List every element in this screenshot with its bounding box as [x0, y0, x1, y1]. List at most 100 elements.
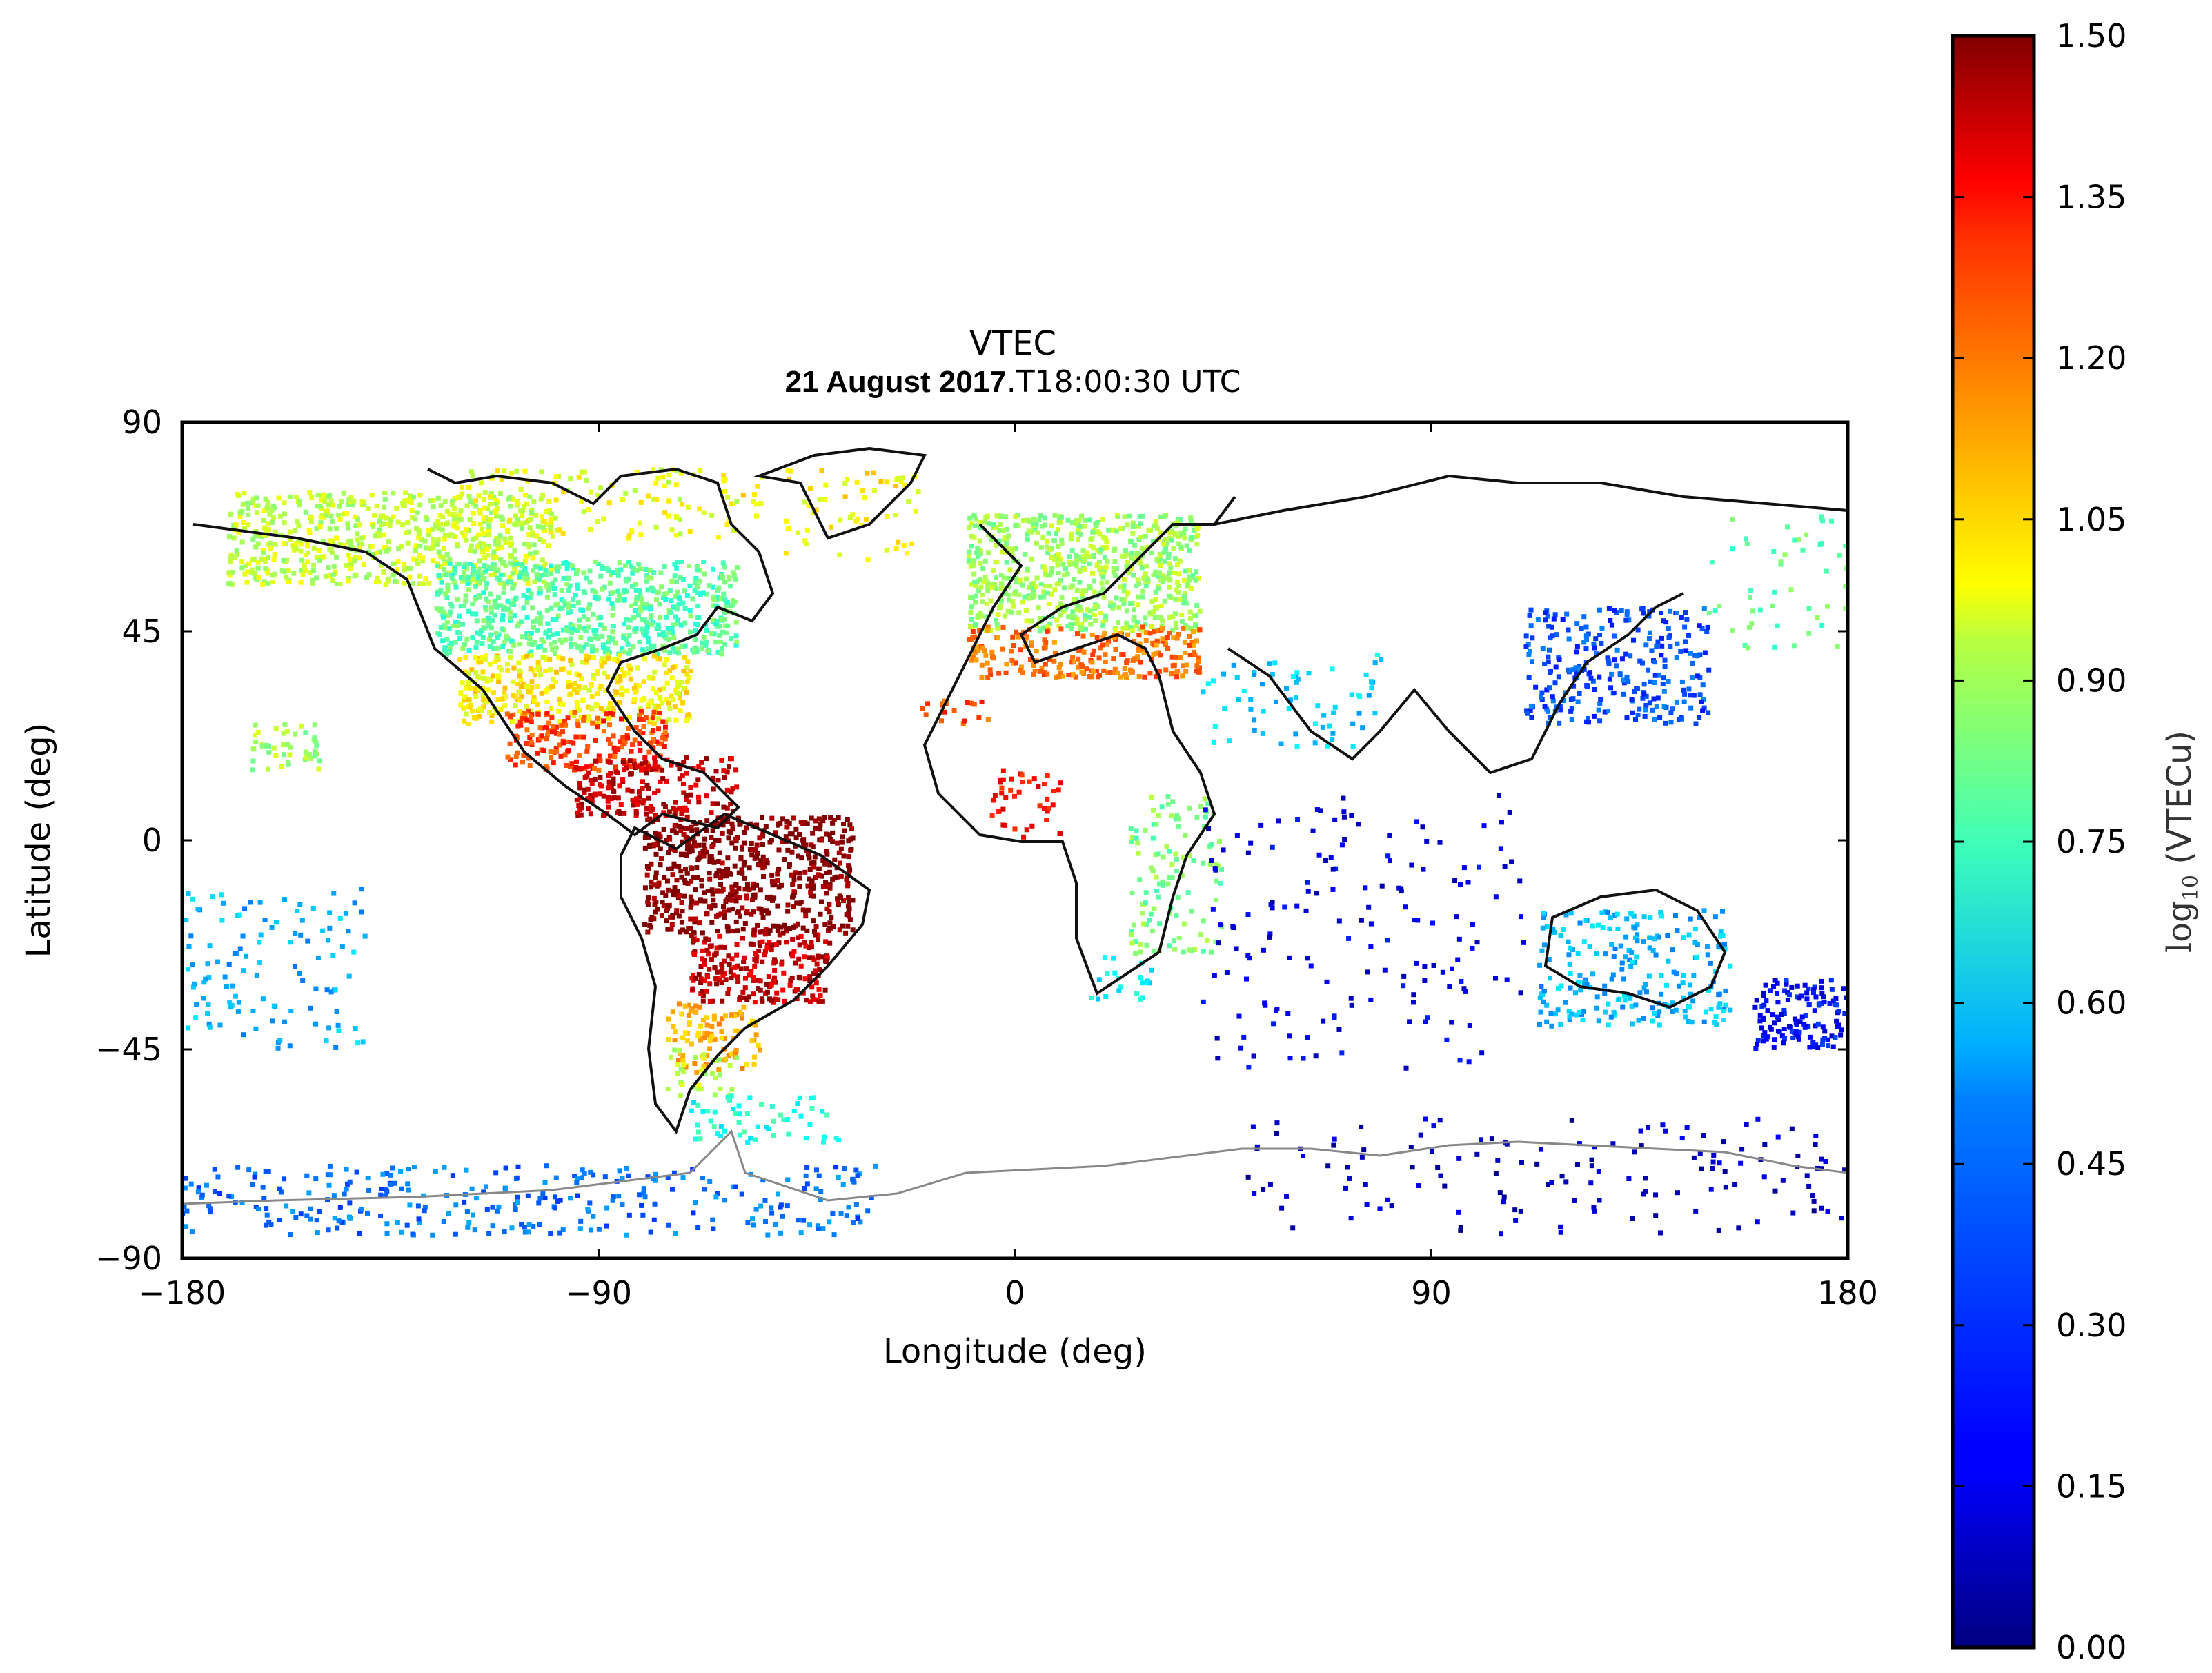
data-point — [290, 1209, 296, 1214]
data-point — [771, 1132, 776, 1138]
data-point — [709, 957, 714, 962]
data-point — [733, 767, 739, 773]
data-point — [695, 622, 700, 628]
data-point — [679, 811, 684, 817]
data-point — [1178, 517, 1183, 522]
data-point — [1197, 627, 1203, 633]
data-point — [508, 504, 513, 509]
data-point — [1194, 624, 1199, 629]
data-point — [636, 562, 642, 567]
data-point — [733, 882, 739, 887]
data-point — [719, 617, 724, 622]
data-point — [731, 892, 737, 898]
data-point — [682, 877, 687, 882]
data-point — [578, 812, 584, 818]
data-point — [447, 561, 453, 566]
data-point — [1089, 536, 1095, 542]
data-point — [846, 838, 851, 844]
data-point — [529, 712, 535, 717]
data-point — [615, 588, 621, 594]
data-point — [729, 756, 734, 762]
data-point — [1087, 608, 1093, 614]
data-point — [820, 954, 826, 960]
data-point — [719, 1035, 724, 1040]
data-point — [740, 936, 745, 941]
data-point — [525, 1193, 531, 1198]
data-point — [388, 1182, 394, 1187]
data-point — [1025, 531, 1030, 537]
data-point — [398, 1229, 404, 1235]
data-point — [326, 1182, 332, 1188]
data-point — [619, 667, 624, 673]
data-point — [1079, 669, 1085, 675]
data-point — [1267, 931, 1273, 937]
data-point — [759, 1102, 764, 1107]
data-point — [600, 566, 606, 571]
data-point — [428, 498, 433, 504]
data-point — [469, 667, 475, 673]
data-point — [1107, 669, 1113, 675]
data-point — [734, 639, 740, 644]
data-point — [742, 976, 748, 981]
data-point — [504, 606, 509, 612]
data-point — [804, 527, 810, 533]
data-point — [624, 733, 630, 738]
data-point — [816, 999, 822, 1004]
data-point — [584, 653, 589, 659]
data-point — [353, 555, 358, 560]
data-point — [571, 623, 576, 628]
data-point — [693, 1200, 698, 1205]
data-point — [1046, 806, 1051, 811]
data-point — [722, 871, 728, 877]
data-point — [789, 849, 795, 855]
data-point — [699, 640, 704, 646]
data-point — [682, 893, 687, 899]
data-point — [504, 527, 510, 533]
data-point — [546, 728, 551, 733]
data-point — [709, 1033, 715, 1039]
data-point — [803, 943, 809, 949]
data-point — [660, 630, 666, 635]
data-point — [266, 1169, 271, 1174]
data-point — [646, 795, 651, 801]
data-point — [1163, 546, 1168, 551]
data-point — [684, 814, 690, 820]
data-point — [1167, 570, 1172, 575]
data-point — [705, 1109, 711, 1114]
data-point — [1301, 1056, 1306, 1061]
data-point — [727, 907, 732, 913]
data-point — [739, 867, 744, 873]
data-point — [1129, 890, 1135, 895]
data-point — [244, 569, 250, 575]
data-point — [1169, 671, 1174, 677]
data-point — [845, 883, 851, 889]
data-point — [620, 735, 626, 740]
data-point — [1043, 571, 1048, 577]
data-point — [511, 562, 517, 568]
data-point — [1026, 595, 1031, 601]
data-point — [356, 541, 362, 546]
data-point — [999, 785, 1005, 791]
data-point — [994, 622, 1000, 627]
data-point — [667, 836, 673, 842]
data-point — [711, 1016, 717, 1022]
data-point — [1167, 630, 1172, 635]
data-point — [685, 659, 691, 664]
data-point — [1101, 668, 1107, 673]
data-point — [704, 828, 709, 833]
data-point — [1102, 555, 1107, 560]
data-point — [448, 532, 454, 537]
data-point — [487, 644, 493, 649]
data-point — [681, 669, 687, 674]
data-point — [598, 573, 604, 579]
data-point — [1090, 529, 1096, 535]
data-point — [711, 822, 717, 827]
data-point — [633, 811, 639, 816]
data-point — [1169, 862, 1175, 867]
data-point — [359, 541, 364, 546]
data-point — [1072, 597, 1078, 603]
data-point — [595, 596, 601, 602]
data-point — [789, 831, 795, 837]
data-point — [435, 563, 440, 568]
data-point — [679, 559, 684, 564]
